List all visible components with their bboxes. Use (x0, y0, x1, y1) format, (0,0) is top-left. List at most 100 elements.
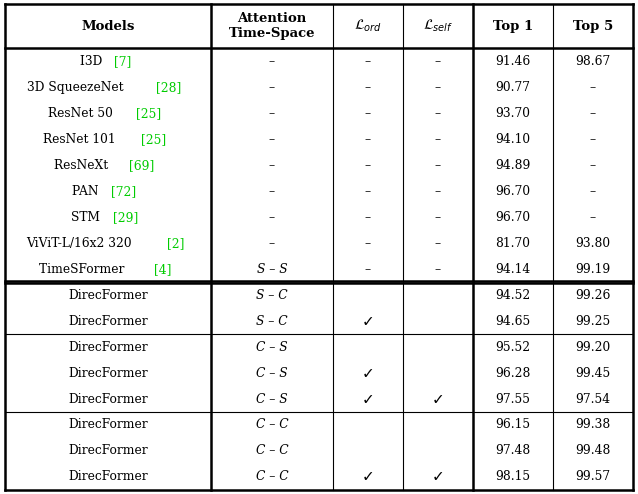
Text: C – S: C – S (256, 340, 288, 354)
Text: 98.67: 98.67 (575, 55, 611, 68)
Text: –: – (365, 185, 371, 198)
Text: 99.26: 99.26 (575, 288, 611, 302)
Text: –: – (365, 133, 371, 146)
Text: [2]: [2] (167, 237, 184, 249)
Text: –: – (269, 159, 275, 172)
Text: DirecFormer: DirecFormer (68, 445, 147, 457)
Text: 96.15: 96.15 (495, 418, 530, 431)
Text: [72]: [72] (111, 185, 137, 198)
Text: –: – (590, 133, 596, 146)
Text: –: – (269, 211, 275, 224)
Text: –: – (365, 237, 371, 249)
Text: –: – (434, 159, 441, 172)
Text: 99.48: 99.48 (575, 445, 611, 457)
Text: 94.65: 94.65 (495, 315, 530, 328)
Text: I3D: I3D (80, 55, 106, 68)
Text: 3D SqueezeNet: 3D SqueezeNet (27, 81, 128, 94)
Text: 99.38: 99.38 (575, 418, 611, 431)
Text: Top 5: Top 5 (573, 20, 613, 33)
Text: [29]: [29] (113, 211, 138, 224)
Text: 99.57: 99.57 (575, 470, 611, 484)
Text: 93.80: 93.80 (575, 237, 611, 249)
Text: ✓: ✓ (362, 366, 375, 380)
Text: PAN: PAN (72, 185, 103, 198)
Text: 94.10: 94.10 (495, 133, 530, 146)
Text: –: – (434, 133, 441, 146)
Text: S – S: S – S (256, 263, 287, 276)
Text: –: – (269, 81, 275, 94)
Text: DirecFormer: DirecFormer (68, 340, 147, 354)
Text: –: – (269, 107, 275, 120)
Text: [7]: [7] (114, 55, 131, 68)
Text: 93.70: 93.70 (495, 107, 530, 120)
Text: 98.15: 98.15 (495, 470, 530, 484)
Text: DirecFormer: DirecFormer (68, 418, 147, 431)
Text: –: – (434, 237, 441, 249)
Text: –: – (365, 81, 371, 94)
Text: –: – (434, 211, 441, 224)
Text: –: – (590, 107, 596, 120)
Text: –: – (434, 263, 441, 276)
Text: –: – (269, 55, 275, 68)
Text: 94.14: 94.14 (495, 263, 530, 276)
Text: –: – (434, 55, 441, 68)
Text: 96.28: 96.28 (495, 367, 530, 379)
Text: Models: Models (81, 20, 135, 33)
Text: DirecFormer: DirecFormer (68, 315, 147, 328)
Text: 99.19: 99.19 (575, 263, 611, 276)
Text: –: – (590, 185, 596, 198)
Text: –: – (365, 107, 371, 120)
Text: 99.25: 99.25 (575, 315, 611, 328)
Text: –: – (365, 55, 371, 68)
Text: C – C: C – C (256, 470, 288, 484)
Text: Attention
Time-Space: Attention Time-Space (228, 12, 315, 41)
Text: ✓: ✓ (362, 392, 375, 407)
Text: ✓: ✓ (362, 314, 375, 329)
Text: STM: STM (71, 211, 103, 224)
Text: C – C: C – C (256, 445, 288, 457)
Text: –: – (269, 133, 275, 146)
Text: ✓: ✓ (362, 469, 375, 485)
Text: 94.52: 94.52 (495, 288, 530, 302)
Text: –: – (590, 211, 596, 224)
Text: –: – (365, 211, 371, 224)
Text: –: – (434, 107, 441, 120)
Text: ResNeXt: ResNeXt (54, 159, 112, 172)
Text: –: – (590, 81, 596, 94)
Text: –: – (365, 263, 371, 276)
Text: C – S: C – S (256, 367, 288, 379)
Text: ✓: ✓ (431, 392, 444, 407)
Text: 97.54: 97.54 (575, 393, 611, 406)
Text: [25]: [25] (136, 107, 161, 120)
Text: –: – (434, 81, 441, 94)
Text: 81.70: 81.70 (495, 237, 530, 249)
Text: 91.46: 91.46 (495, 55, 530, 68)
Text: C – S: C – S (256, 393, 288, 406)
Text: S – C: S – C (256, 288, 288, 302)
Text: 97.48: 97.48 (495, 445, 530, 457)
Text: –: – (434, 185, 441, 198)
Text: 96.70: 96.70 (495, 211, 530, 224)
Text: –: – (590, 159, 596, 172)
Text: 99.45: 99.45 (575, 367, 611, 379)
Text: 96.70: 96.70 (495, 185, 530, 198)
Text: –: – (269, 185, 275, 198)
Text: TimeSFormer: TimeSFormer (40, 263, 129, 276)
Text: 99.20: 99.20 (575, 340, 611, 354)
Text: 90.77: 90.77 (495, 81, 530, 94)
Text: DirecFormer: DirecFormer (68, 470, 147, 484)
Text: –: – (365, 159, 371, 172)
Text: C – C: C – C (256, 418, 288, 431)
Text: DirecFormer: DirecFormer (68, 393, 147, 406)
Text: [69]: [69] (129, 159, 154, 172)
Text: –: – (269, 237, 275, 249)
Text: S – C: S – C (256, 315, 288, 328)
Text: DirecFormer: DirecFormer (68, 367, 147, 379)
Text: DirecFormer: DirecFormer (68, 288, 147, 302)
Text: ResNet 50: ResNet 50 (48, 107, 116, 120)
Text: ✓: ✓ (431, 469, 444, 485)
Text: Top 1: Top 1 (493, 20, 533, 33)
Text: 97.55: 97.55 (495, 393, 530, 406)
Text: 95.52: 95.52 (495, 340, 530, 354)
Text: $\mathcal{L}_{self}$: $\mathcal{L}_{self}$ (422, 18, 453, 35)
